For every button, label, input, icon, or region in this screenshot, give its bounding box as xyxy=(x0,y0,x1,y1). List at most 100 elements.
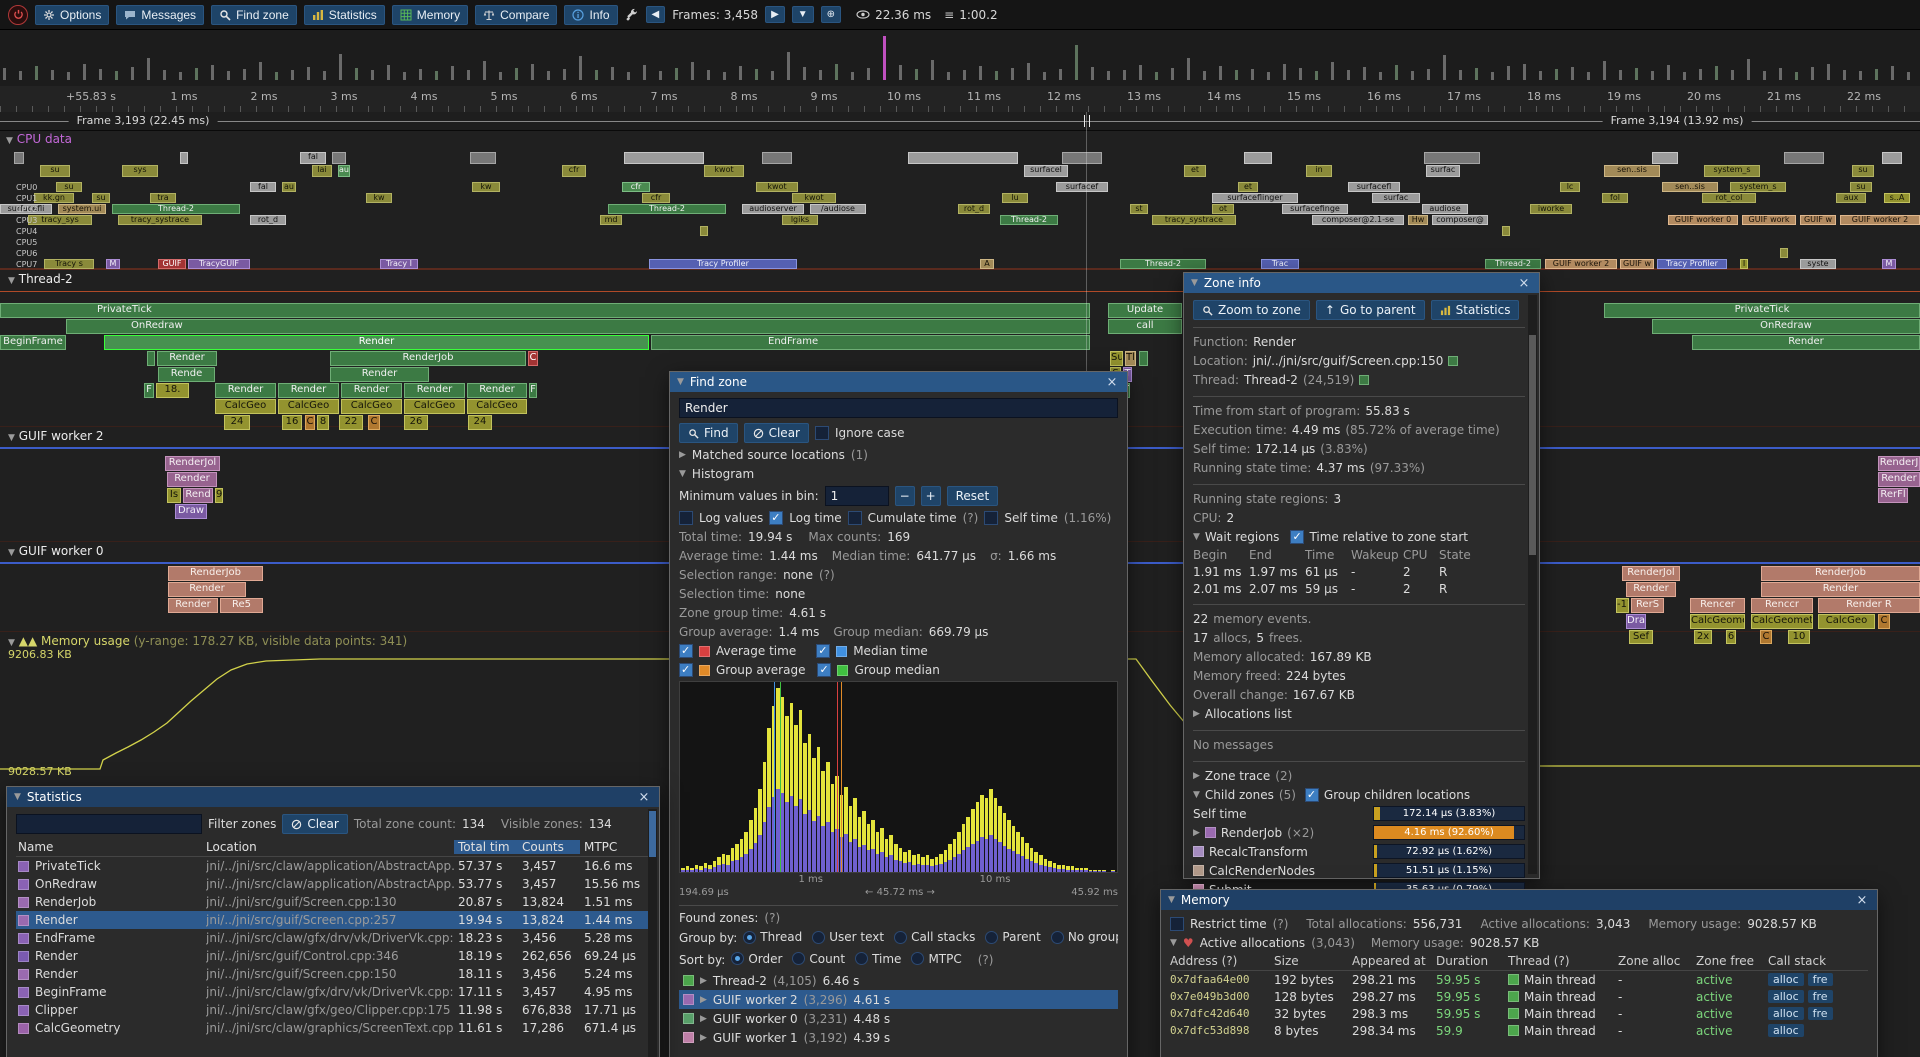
timeline-zone[interactable] xyxy=(1424,152,1480,164)
timeline-zone[interactable]: surfacel xyxy=(1024,165,1068,177)
timeline-zone[interactable]: cfr xyxy=(622,182,650,192)
statistics-row[interactable]: RenderJob jni/../jni/src/guif/Screen.cpp:… xyxy=(16,893,650,911)
timeline-zone[interactable]: Thread-2 xyxy=(608,204,726,214)
allocation-row[interactable]: 0x7dfc42d640 32 bytes 298.3 ms 59.95 s Main … xyxy=(1170,1005,1868,1022)
wait-region-row[interactable]: 1.91 ms 1.97 ms 61 μs -2 R xyxy=(1193,564,1448,579)
timeline-zone[interactable]: Render xyxy=(168,582,246,597)
timeline-zone[interactable]: kwot xyxy=(792,193,836,203)
child-zone-row[interactable]: RecalcTransform 72.92 μs (1.62%) xyxy=(1193,842,1525,861)
timeline-zone[interactable]: lai xyxy=(312,165,332,177)
frame-bar[interactable] xyxy=(1811,67,1814,80)
timeline-zone[interactable]: RenderJol xyxy=(1622,566,1680,581)
timeline-zone[interactable]: Thread-2 xyxy=(1000,215,1058,225)
clear-button[interactable]: Clear xyxy=(743,423,809,443)
prev-frame-button[interactable]: ◀ xyxy=(645,6,666,23)
timeline-zone[interactable]: Render xyxy=(1761,582,1920,597)
group-children-checkbox[interactable] xyxy=(1304,787,1319,802)
found-zone-group[interactable]: ▶ GUIF worker 1 (3,192) 4.39 s xyxy=(679,1028,1118,1047)
frame-bar[interactable] xyxy=(1907,72,1910,80)
timeline-zone[interactable]: Renccr xyxy=(1751,598,1813,613)
guif-worker2-header[interactable]: ▼ GUIF worker 2 xyxy=(8,429,103,443)
timeline-zone[interactable]: rot_d xyxy=(250,215,286,225)
statistics-button[interactable]: Statistics xyxy=(1430,300,1520,320)
frame-bar[interactable] xyxy=(1363,67,1366,80)
timeline-zone[interactable]: sys xyxy=(122,165,158,177)
messages-button[interactable]: Messages xyxy=(116,4,205,25)
collapse-icon[interactable]: ▼ xyxy=(8,548,15,558)
log-values-checkbox[interactable] xyxy=(679,511,693,525)
frame-bar[interactable] xyxy=(1091,67,1094,80)
frame-bar[interactable] xyxy=(1683,72,1686,80)
histogram-section[interactable]: ▼ Histogram xyxy=(679,467,755,481)
timeline-zone[interactable]: GUIF worker 2 xyxy=(1840,215,1920,225)
self-time-checkbox[interactable] xyxy=(984,511,999,525)
timeline-zone[interactable] xyxy=(1780,248,1788,258)
group-by-option[interactable]: Call stacks xyxy=(894,930,975,944)
frame-bar[interactable] xyxy=(1251,69,1254,80)
frame-bar[interactable] xyxy=(1347,70,1350,80)
average-time-checkbox[interactable] xyxy=(679,644,693,658)
timeline-zone[interactable]: I xyxy=(1740,259,1748,269)
reset-button[interactable]: Reset xyxy=(946,486,999,506)
timeline-zone[interactable] xyxy=(1244,152,1272,164)
statistics-titlebar[interactable]: ▼ Statistics × xyxy=(7,787,659,807)
timeline-zone[interactable]: iworke xyxy=(1530,204,1572,214)
collapse-icon[interactable]: ▼ xyxy=(14,792,21,802)
zoom-to-zone-button[interactable]: Zoom to zone xyxy=(1193,300,1310,320)
cumulate-time-checkbox[interactable] xyxy=(847,511,862,525)
timeline-zone[interactable]: kwot xyxy=(704,165,744,177)
timeline-zone[interactable]: s..A xyxy=(1884,193,1910,203)
allocation-row[interactable]: 0x7dfc53d898 8 bytes 298.34 ms 59.9 Main thr… xyxy=(1170,1022,1868,1039)
timeline-zone[interactable]: /audiose xyxy=(810,204,866,214)
timeline-zone[interactable] xyxy=(147,351,155,366)
timeline-zone[interactable]: lgiks xyxy=(782,215,818,225)
timeline-zone[interactable]: CalcGeo xyxy=(467,399,527,414)
find-zone-window[interactable]: ▼ Find zone × Find Clear Ignore case ▶Ma… xyxy=(669,371,1128,1057)
frame-bar[interactable] xyxy=(179,72,182,80)
info-button[interactable]: Info xyxy=(564,4,618,25)
timeline-zone[interactable]: surfacefl xyxy=(1348,182,1400,192)
zone-info-window[interactable]: ▼ Zone info × Zoom to zone ↑ Go to parent… xyxy=(1183,272,1540,897)
timeline-zone[interactable] xyxy=(332,152,346,164)
frame-bar[interactable] xyxy=(1203,71,1206,80)
frame-bar[interactable] xyxy=(1427,69,1430,80)
frame-bar[interactable] xyxy=(211,65,214,80)
timeline-zone[interactable]: BeginFrame xyxy=(0,335,66,350)
frame-bar[interactable] xyxy=(435,71,438,80)
frame-bar[interactable] xyxy=(1859,71,1862,80)
frame-bar[interactable] xyxy=(627,72,630,80)
frame-bar[interactable] xyxy=(739,66,742,80)
child-zones-section[interactable]: ▼Child zones(5) Group children locations xyxy=(1193,785,1525,804)
frame-bar[interactable] xyxy=(1059,69,1062,80)
timeline-zone[interactable]: Render xyxy=(330,367,429,382)
timeline-zone[interactable]: au xyxy=(282,182,296,192)
frame-bar[interactable] xyxy=(307,67,310,80)
col-counts[interactable]: Counts xyxy=(518,840,580,854)
frame-bar[interactable] xyxy=(1043,72,1046,80)
frame-bar[interactable] xyxy=(371,70,374,80)
frame-bar[interactable] xyxy=(819,70,822,80)
group-by-option[interactable]: Thread xyxy=(743,930,802,944)
frame-bar[interactable] xyxy=(1651,71,1654,80)
timeline-zone[interactable] xyxy=(1502,226,1510,236)
timeline-zone[interactable]: md xyxy=(600,215,622,225)
child-zone-row[interactable]: ▶ RenderJob (×2) 4.16 ms (92.60%) xyxy=(1193,823,1525,842)
collapse-icon[interactable]: ▼ xyxy=(1191,278,1198,288)
allocations-list-section[interactable]: ▶ Allocations list xyxy=(1193,706,1292,721)
timeline-zone[interactable]: Render R xyxy=(1818,598,1920,613)
statistics-row[interactable]: EndFrame jni/../jni/src/claw/gfx/drv/vk/D… xyxy=(16,929,650,947)
timeline-zone[interactable]: system.ui xyxy=(58,204,106,214)
frame-bar[interactable] xyxy=(1139,65,1142,80)
timeline-zone[interactable]: Update xyxy=(1108,303,1182,318)
timeline-zone[interactable]: 24 xyxy=(224,415,250,430)
timeline-zone[interactable]: Thread-2 xyxy=(112,204,240,214)
frame-bar[interactable] xyxy=(851,72,854,80)
frame-bar[interactable] xyxy=(163,70,166,80)
timeline-zone[interactable]: su xyxy=(92,193,110,203)
timeline-zone[interactable]: rot_d xyxy=(958,204,990,214)
log-time-checkbox[interactable] xyxy=(769,511,784,525)
group-by-option[interactable]: Parent xyxy=(985,930,1041,944)
timeline-zone[interactable]: CalcGeo xyxy=(278,399,339,414)
timeline-zone[interactable]: 22 xyxy=(339,415,363,430)
timeline-zone[interactable]: F xyxy=(144,383,154,398)
